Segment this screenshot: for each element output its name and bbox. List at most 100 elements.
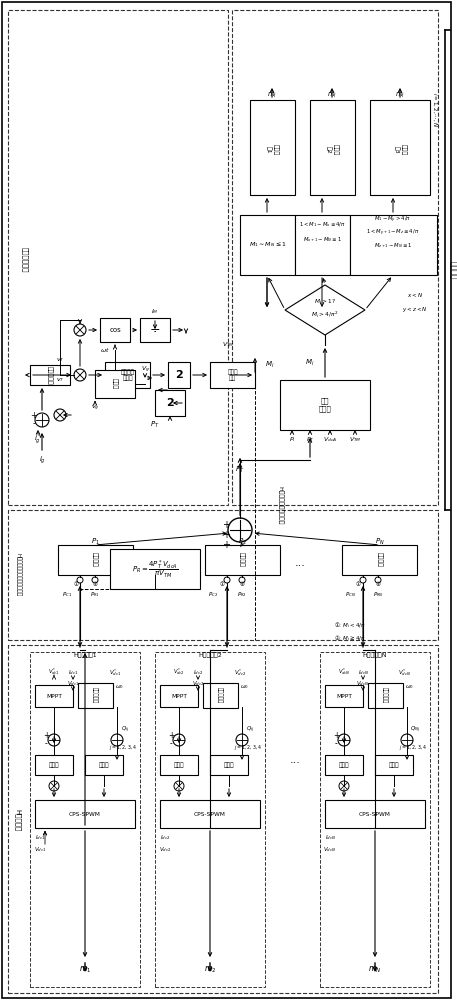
Text: $i_g^*$: $i_g^*$ [34,433,42,447]
Text: $V_{dcN}$: $V_{dcN}$ [324,846,336,854]
Bar [370,100,430,195]
Bar [160,800,260,828]
Text: $I_{dc1}$: $I_{dc1}$ [35,834,45,842]
Text: H桥控制器: H桥控制器 [15,809,21,831]
Text: 功率选择: 功率选择 [377,552,383,568]
Text: $V_{dc2}^*$: $V_{dc2}^*$ [173,667,185,677]
Bar [295,215,350,275]
Circle shape [239,577,245,583]
Text: +: + [333,732,339,740]
Text: -: - [45,740,48,748]
Text: 电压调节器: 电压调节器 [217,687,223,703]
Text: $I_M$: $I_M$ [151,308,159,316]
Bar [105,362,150,388]
Circle shape [173,734,185,746]
Text: ②: ② [376,582,380,587]
Text: 陷波器: 陷波器 [389,762,399,768]
Text: $V_{dc2}$: $V_{dc2}$ [159,846,171,854]
Text: +: + [31,412,37,420]
Text: +: + [222,520,230,530]
Bar [100,318,130,342]
Bar [325,685,363,707]
Text: $\omega_0$: $\omega_0$ [115,683,123,691]
Text: MPPT: MPPT [171,694,187,698]
Text: $V_{dcN}$: $V_{dcN}$ [356,680,370,688]
Text: +: + [222,540,230,550]
Text: ...: ... [290,755,300,765]
Bar [350,215,437,275]
Text: $P_{C1}$: $P_{C1}$ [62,591,72,599]
Bar [203,683,238,708]
Bar [250,100,295,195]
Bar [210,362,255,388]
Text: $V_{dc2}^*$: $V_{dc2}^*$ [234,668,246,678]
Bar [8,645,438,993]
Text: 陷波器: 陷波器 [339,762,349,768]
Circle shape [375,577,381,583]
Text: $Q_{Nj}$: $Q_{Nj}$ [410,725,420,735]
Text: 锁相环: 锁相环 [112,378,118,390]
Text: 主控制器: 主控制器 [448,261,457,279]
Text: $v_g$: $v_g$ [91,403,99,413]
Bar [58,545,133,575]
Text: $P_T$: $P_T$ [306,436,314,444]
Text: 陷波器: 陷波器 [99,762,109,768]
Text: $M_1{\sim}M_N{\leq}1$: $M_1{\sim}M_N{\leq}1$ [249,241,287,249]
Text: $v_T$: $v_T$ [56,356,64,364]
Text: $\omega t$: $\omega t$ [100,346,110,354]
Text: +: + [168,732,174,740]
Text: 陷波器: 陷波器 [224,762,234,768]
Text: $P_T$: $P_T$ [235,465,245,475]
Text: H桥变换器传输功率匹配控制: H桥变换器传输功率匹配控制 [15,553,21,597]
Circle shape [74,324,86,336]
Bar [168,362,190,388]
Text: $V_{dcA}$: $V_{dcA}$ [323,436,337,444]
Text: $P_i$: $P_i$ [288,436,296,444]
Polygon shape [285,285,365,335]
Text: ①: ① [74,582,79,587]
Text: $1{<}M_{y+1}{\sim}M_z{\leq}4/\pi$: $1{<}M_{y+1}{\sim}M_z{\leq}4/\pi$ [367,228,420,238]
Text: +: + [222,530,230,540]
Bar [155,652,265,987]
Circle shape [401,734,413,746]
Text: H桥控制器N: H桥控制器N [363,652,387,658]
Text: +: + [43,732,49,740]
Text: $M_i>1?$: $M_i>1?$ [314,298,336,306]
Text: 电网电流控制: 电网电流控制 [21,247,28,273]
Text: $P_N$: $P_N$ [375,537,385,547]
Text: 工作模
式1: 工作模 式1 [266,144,278,156]
Circle shape [77,577,83,583]
Text: 电流调节器: 电流调节器 [47,366,53,384]
Circle shape [111,734,123,746]
Text: $m_2$: $m_2$ [204,965,216,975]
Text: $P_T$: $P_T$ [150,420,160,430]
Text: $M_1{\sim}M_y{>}4/\pi$: $M_1{\sim}M_y{>}4/\pi$ [374,215,412,225]
Text: H桥变换器调制波计算: H桥变换器调制波计算 [277,486,283,524]
Text: H桥控制器2: H桥控制器2 [198,652,222,658]
Text: 2: 2 [175,370,183,380]
Bar [210,755,248,775]
Text: $M_{z+1}{\sim}M_N{\leq}1$: $M_{z+1}{\sim}M_N{\leq}1$ [374,242,412,250]
Text: $P_{RN}$: $P_{RN}$ [372,591,383,599]
Text: ①: $M_i<4/\pi$: ①: $M_i<4/\pi$ [334,620,366,630]
Text: $V_g$: $V_g$ [141,365,149,375]
Text: $v_T$: $v_T$ [56,376,64,384]
Text: $I_{dc2}$: $I_{dc2}$ [193,669,203,677]
Text: CPS-SPWM: CPS-SPWM [194,812,226,816]
Bar [232,10,438,505]
Bar [8,10,228,505]
Text: CPS-SPWM: CPS-SPWM [359,812,391,816]
Text: $x<N$: $x<N$ [407,291,423,299]
Text: $P_R=\dfrac{4P_T^*V_{dcA}}{\pi V_{TM}}$: $P_R=\dfrac{4P_T^*V_{dcA}}{\pi V_{TM}}$ [132,558,178,580]
Text: $V_{TM}$: $V_{TM}$ [349,436,361,444]
Circle shape [174,781,184,791]
Text: ...: ... [295,558,305,568]
Bar [325,755,363,775]
Text: $P_{R2}$: $P_{R2}$ [237,591,247,599]
Bar [240,215,295,275]
Circle shape [54,409,66,421]
Text: 陷波器: 陷波器 [49,762,59,768]
Text: MPPT: MPPT [336,694,352,698]
Text: -: - [170,740,172,748]
Bar [342,545,417,575]
